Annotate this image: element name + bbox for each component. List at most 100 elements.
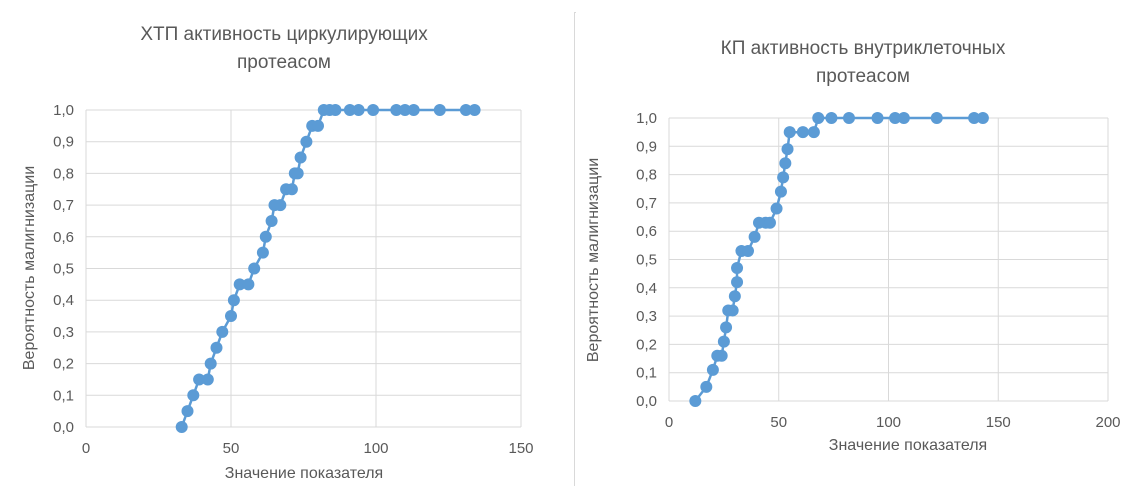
chart-left-data-point xyxy=(259,230,272,243)
chart-left-data-point xyxy=(468,104,481,116)
chart-left-data-point xyxy=(216,325,229,338)
chart-right-y-tick-label: 0,7 xyxy=(636,195,657,212)
chart-left-y-tick-label: 0,6 xyxy=(53,229,74,246)
chart-right-data-point xyxy=(897,112,910,124)
chart-right-data-point xyxy=(774,185,787,198)
chart-left-svg: ХТП активность циркулирующих протеасом З… xyxy=(21,24,534,482)
chart-right-data-point xyxy=(777,171,790,184)
chart-right-data-point xyxy=(731,261,744,274)
chart-left-data-point xyxy=(459,104,472,116)
chart-right-x-tick-label: 100 xyxy=(876,414,901,431)
chart-right-data-point xyxy=(871,112,884,124)
chart-left-data-point xyxy=(291,167,304,180)
chart-right-data-point xyxy=(889,112,902,124)
chart-left-data-point xyxy=(407,104,420,116)
chart-right-x-tick-label: 50 xyxy=(770,414,787,431)
chart-right-data-point xyxy=(930,112,943,124)
chart-left-title-line-1: ХТП активность циркулирующих xyxy=(140,24,428,45)
chart-right-y-tick-label: 0,8 xyxy=(636,167,657,184)
chart-right-data-point xyxy=(779,157,792,170)
chart-right-y-tick-label: 0,2 xyxy=(636,336,657,353)
chart-right-y-axis-label: Вероятность малигнизации xyxy=(585,158,602,362)
chart-left-data-point xyxy=(187,389,200,402)
chart-right-data-point xyxy=(731,276,744,289)
chart-right-y-tick-label: 0,9 xyxy=(636,138,657,155)
chart-right-svg: КП активность внутриклеточных протеасом … xyxy=(585,38,1121,454)
chart-left-data-point xyxy=(225,310,237,323)
chart-left-x-tick-label: 50 xyxy=(223,440,240,457)
chart-left-data-point xyxy=(193,373,206,386)
chart-left-data-point xyxy=(390,104,403,116)
chart-left-data-point xyxy=(210,341,223,354)
chart-left-data-point xyxy=(181,405,194,418)
chart-right-y-tick-label: 0,3 xyxy=(636,308,657,325)
chart-right-title-line-1: КП активность внутриклеточных xyxy=(721,38,1006,59)
chart-right-title-line-2: протеасом xyxy=(816,66,910,87)
chart-left-data-point xyxy=(227,294,240,307)
chart-left-data-point xyxy=(175,421,188,433)
chart-right-data-point xyxy=(728,290,741,303)
chart-left-x-tick-label: 100 xyxy=(363,440,388,457)
chart-left-data-point xyxy=(433,104,446,116)
chart-right-data-point xyxy=(700,380,713,393)
chart-left-y-tick-label: 0,3 xyxy=(53,324,74,341)
chart-left-data-point xyxy=(343,104,356,116)
chart-left-data-point xyxy=(294,151,307,164)
chart-left-x-tick-label: 0 xyxy=(82,440,90,457)
chart-left-y-axis-label: Вероятность малигнизации xyxy=(21,166,38,370)
chart-right-data-point xyxy=(763,216,776,229)
chart-left-y-tick-label: 0,0 xyxy=(53,419,74,436)
chart-left-data-point xyxy=(242,278,255,291)
chart-left-y-tick-label: 1,0 xyxy=(53,102,74,119)
chart-right-data-point xyxy=(717,335,730,348)
chart-left-y-tick-label: 0,8 xyxy=(53,165,74,182)
chart-right-data-point xyxy=(689,395,702,407)
chart-right-data-point xyxy=(726,304,739,317)
chart-right-y-tick-label: 0,4 xyxy=(636,280,657,297)
chart-left-title-line-2: протеасом xyxy=(237,52,331,73)
chart-right-data-point xyxy=(781,143,794,156)
chart-left-data-point xyxy=(248,262,261,275)
chart-left-data-point xyxy=(329,104,342,116)
chart-left-data-point xyxy=(233,278,246,291)
chart-right-data-point xyxy=(796,126,809,139)
chart-right-y-tick-label: 0,1 xyxy=(636,365,657,382)
chart-right-y-tick-label: 0,6 xyxy=(636,223,657,240)
chart-left-y-tick-label: 0,1 xyxy=(53,387,74,404)
chart-left-data-point xyxy=(274,199,287,212)
chart-right-data-point xyxy=(706,363,719,376)
chart-right-x-tick-label: 200 xyxy=(1095,414,1120,431)
panel-divider xyxy=(574,12,575,486)
chart-left-data-point xyxy=(256,246,269,259)
chart-left-data-point xyxy=(352,104,365,116)
chart-right-x-tick-label: 150 xyxy=(986,414,1011,431)
chart-left-y-tick-label: 0,5 xyxy=(53,261,74,278)
chart-left-data-point xyxy=(300,135,313,148)
chart-left-x-axis-label: Значение показателя xyxy=(225,465,383,482)
chart-left-data-point xyxy=(204,357,217,370)
chart-right-data-point xyxy=(715,349,728,362)
chart-left-y-tick-label: 0,4 xyxy=(53,292,74,309)
chart-right-data-point xyxy=(720,321,733,334)
chart-left-x-tick-label: 150 xyxy=(508,440,533,457)
chart-panel-left: ХТП активность циркулирующих протеасом З… xyxy=(21,24,534,482)
chart-right-data-point xyxy=(770,202,783,215)
chart-right-data-point xyxy=(807,126,820,139)
chart-right-data-point xyxy=(976,112,989,124)
chart-left-y-tick-label: 0,7 xyxy=(53,197,74,214)
chart-right-data-point xyxy=(968,112,981,124)
chart-right-data-point xyxy=(783,126,796,139)
chart-left-data-point xyxy=(367,104,380,116)
chart-right-data-point xyxy=(812,112,825,124)
chart-right-y-tick-label: 0,0 xyxy=(636,393,657,410)
chart-panel-right: КП активность внутриклеточных протеасом … xyxy=(576,0,1138,486)
chart-right-data-point xyxy=(742,245,755,258)
chart-right-y-tick-label: 0,5 xyxy=(636,252,657,269)
chart-left-y-tick-label: 0,9 xyxy=(53,134,74,151)
chart-right-x-axis-label: Значение показателя xyxy=(829,437,987,454)
chart-left-y-tick-label: 0,2 xyxy=(53,356,74,373)
chart-right-data-point xyxy=(748,230,761,243)
chart-left-data-point xyxy=(265,214,278,227)
chart-left-data-point xyxy=(399,104,411,116)
